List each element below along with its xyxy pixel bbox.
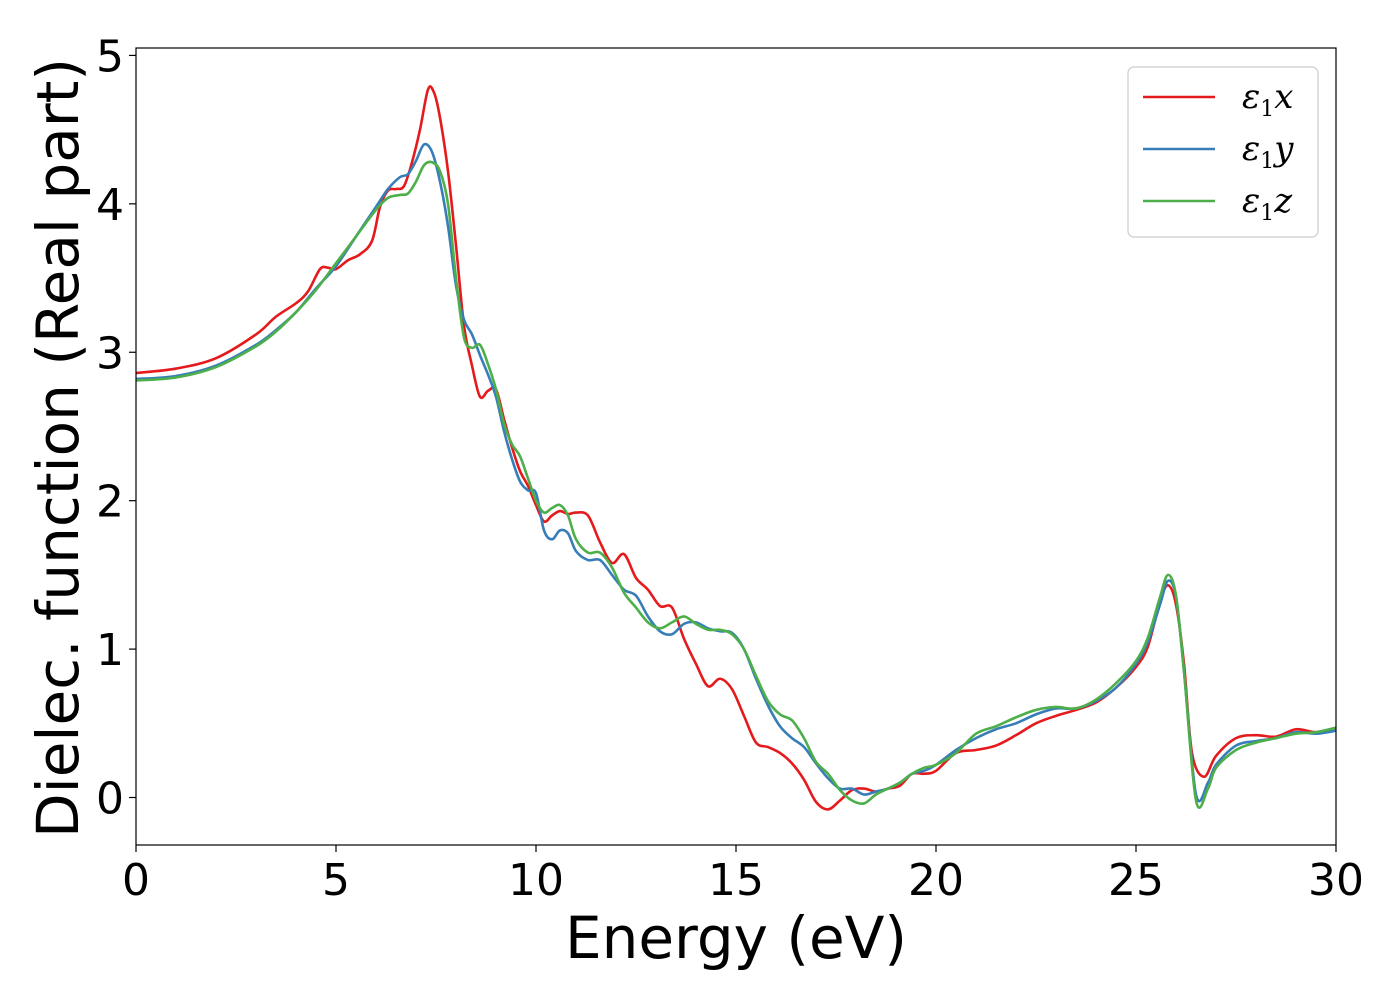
series-layer bbox=[136, 85, 1336, 811]
x-tick-label: 0 bbox=[122, 855, 150, 906]
y-axis-title: Dielec. function (Real part) bbox=[24, 58, 92, 838]
x-tick-label: 5 bbox=[322, 855, 350, 906]
y-tick-label: 1 bbox=[96, 625, 124, 676]
legend-label-z: ε1z bbox=[1242, 181, 1293, 226]
legend-box bbox=[1127, 66, 1319, 238]
y-axis-ticks: 0 1 2 3 4 5 bbox=[96, 31, 136, 825]
x-axis-ticks: 0 5 10 15 20 25 30 bbox=[122, 845, 1364, 906]
y-tick-label: 4 bbox=[96, 180, 124, 231]
legend-label-x: ε1x bbox=[1242, 77, 1293, 122]
y-tick-label: 2 bbox=[96, 477, 124, 528]
x-axis-title: Energy (eV) bbox=[565, 904, 907, 972]
x-tick-label: 25 bbox=[1108, 855, 1164, 906]
legend: ε1x ε1y ε1z bbox=[1127, 66, 1319, 238]
series-line-z bbox=[136, 160, 1336, 809]
legend-label-y: ε1y bbox=[1242, 129, 1294, 174]
y-tick-label: 5 bbox=[96, 31, 124, 82]
y-tick-label: 0 bbox=[96, 774, 124, 825]
x-tick-label: 15 bbox=[708, 855, 764, 906]
x-tick-label: 10 bbox=[508, 855, 564, 906]
x-tick-label: 20 bbox=[908, 855, 964, 906]
series-line-y bbox=[136, 142, 1336, 803]
y-tick-label: 3 bbox=[96, 328, 124, 379]
x-tick-label: 30 bbox=[1308, 855, 1364, 906]
